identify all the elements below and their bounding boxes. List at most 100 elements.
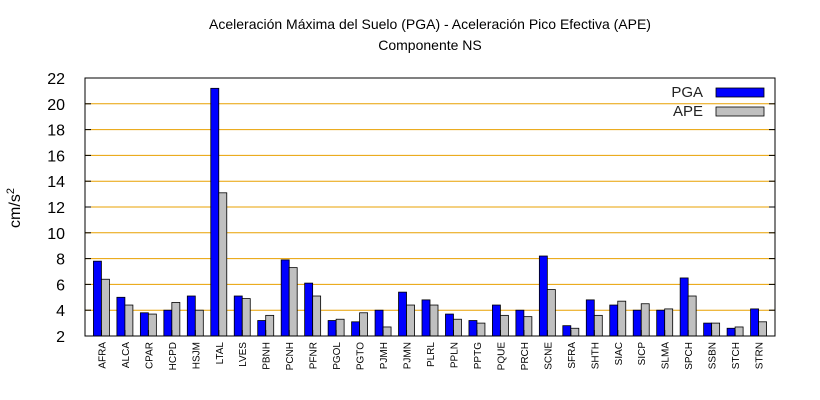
bar-ape-spch: [687, 295, 697, 337]
y-tick-label: 6: [56, 277, 65, 294]
x-tick-label: SSBN: [708, 342, 719, 369]
bar-ape-strn: [758, 321, 767, 337]
bar-ape-hcpd: [171, 302, 181, 337]
bar-pga-pjmn: [398, 291, 407, 337]
x-tick-label: PPTG: [473, 342, 484, 369]
y-tick-label: 14: [47, 174, 65, 191]
bar-pga-stch: [726, 327, 736, 337]
x-tick-label: HCPD: [168, 342, 179, 370]
y-tick-label: 2: [56, 329, 65, 346]
y-tick-label: 18: [47, 123, 65, 140]
x-tick-label: SFRA: [567, 342, 578, 369]
x-tick-label: LVES: [238, 342, 249, 367]
y-tick-label: 20: [47, 97, 65, 114]
bar-pga-sicp: [632, 309, 642, 337]
x-tick-label: PLRL: [426, 342, 437, 367]
bar-ape-scne: [546, 289, 556, 337]
bar-pga-cpar: [139, 312, 149, 337]
x-tick-label: PBNH: [262, 342, 273, 370]
x-tick-label: ALCA: [121, 342, 132, 368]
x-tick-label: PGOL: [332, 342, 343, 370]
legend-swatch-ape: [715, 106, 765, 117]
bars: [93, 87, 767, 337]
bar-pga-ltal: [210, 87, 220, 337]
bar-ape-siac: [617, 300, 627, 337]
y-tick-label: 4: [56, 303, 65, 320]
bar-pga-plrl: [421, 299, 431, 337]
bar-ape-slma: [664, 308, 674, 337]
x-tick-label: STCH: [731, 342, 742, 369]
x-tick-label: SICP: [637, 342, 648, 366]
bar-pga-ppln: [445, 313, 454, 337]
bar-ape-sfra: [570, 327, 580, 337]
legend-label-pga: PGA: [671, 84, 703, 101]
bar-pga-prch: [515, 309, 525, 337]
bar-ape-shth: [593, 314, 603, 337]
x-tick-label: PFNR: [309, 342, 320, 369]
y-tick-label: 12: [47, 200, 65, 217]
x-tick-label: STRN: [755, 342, 766, 369]
bar-ape-plrl: [429, 304, 439, 337]
bar-ape-pque: [500, 314, 509, 337]
bar-pga-pgto: [351, 321, 360, 337]
bar-pga-spch: [679, 277, 689, 337]
bar-pga-pbnh: [257, 320, 267, 337]
bar-pga-hcpd: [163, 309, 173, 337]
y-tick-label: 8: [56, 252, 65, 269]
y-ticks: 2 4 6 8 10 12 14 16 18 20 22: [47, 71, 775, 346]
chart-title: Aceleración Máxima del Suelo (PGA) - Ace…: [209, 16, 651, 32]
bar-ape-ltal: [218, 192, 228, 337]
bar-ape-afra: [101, 278, 110, 337]
x-ticks: AFRA ALCA CPAR HCPD HSJM LTAL LVES PBNH PCNH PFNR…: [97, 330, 766, 371]
bar-pga-pcnh: [280, 259, 290, 337]
bar-pga-pfnr: [304, 282, 314, 337]
bar-pga-afra: [93, 260, 102, 337]
y-tick-label: 22: [47, 71, 65, 88]
bar-pga-hsjm: [186, 295, 196, 337]
bar-ape-pjmh: [382, 326, 392, 337]
bar-pga-strn: [750, 308, 759, 337]
gridlines: [85, 103, 775, 311]
x-tick-label: PJMH: [379, 342, 390, 369]
bar-ape-sicp: [640, 303, 650, 337]
x-tick-label: CPAR: [144, 342, 155, 369]
bar-ape-pgto: [359, 312, 368, 337]
x-tick-label: PPLN: [449, 342, 460, 368]
legend-label-ape: APE: [673, 103, 703, 120]
y-axis-label: cm/s2: [5, 188, 24, 228]
bar-pga-shth: [585, 299, 595, 337]
bar-ape-prch: [523, 316, 533, 337]
bar-pga-ssbn: [703, 322, 713, 337]
bar-pga-scne: [538, 255, 548, 337]
y-tick-label: 10: [47, 226, 65, 243]
legend-swatch-pga: [715, 87, 765, 98]
bar-ape-lves: [241, 298, 251, 337]
x-tick-label: SLMA: [661, 342, 672, 370]
bar-ape-pfnr: [312, 295, 322, 337]
chart-subtitle: Componente NS: [378, 37, 482, 53]
bar-ape-ppln: [453, 318, 462, 337]
x-tick-label: AFRA: [97, 342, 108, 369]
x-tick-label: PQUE: [496, 342, 507, 371]
bar-pga-slma: [656, 309, 666, 337]
bar-pga-pjmh: [374, 309, 384, 337]
bar-pga-pptg: [468, 320, 478, 337]
x-tick-label: SPCH: [684, 342, 695, 370]
bar-ape-stch: [734, 326, 744, 337]
x-tick-label: HSJM: [191, 342, 202, 369]
x-tick-label: PCNH: [285, 342, 296, 370]
bar-pga-alca: [116, 296, 126, 337]
bar-ape-ssbn: [711, 322, 721, 337]
bar-ape-hsjm: [194, 309, 204, 337]
x-tick-label: SHTH: [590, 342, 601, 369]
bar-pga-pque: [492, 304, 501, 337]
x-tick-label: PGTO: [356, 342, 367, 370]
x-tick-label: SCNE: [543, 342, 554, 370]
bar-pga-sfra: [562, 325, 572, 337]
bar-pga-siac: [609, 304, 619, 337]
bar-pga-lves: [233, 295, 243, 337]
bar-ape-pgol: [335, 318, 345, 337]
bar-ape-pbnh: [265, 314, 275, 337]
